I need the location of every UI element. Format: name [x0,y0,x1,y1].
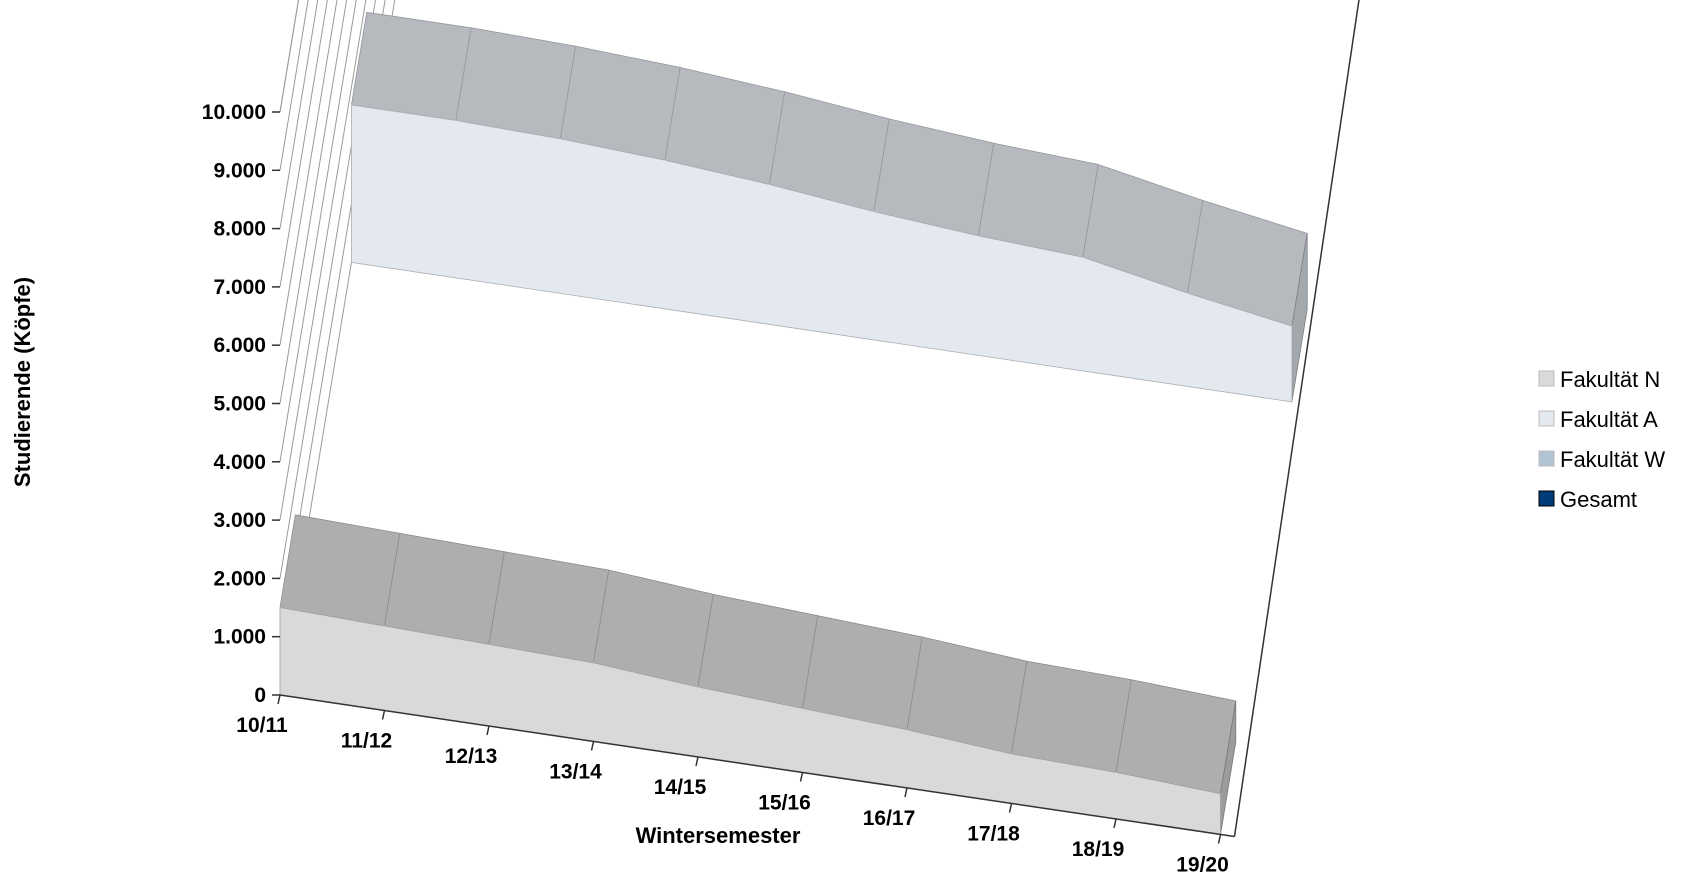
legend: Fakultät N Fakultät A Fakultät W Gesamt [1538,367,1665,512]
x-tick-label: 11/12 [341,730,392,753]
x-tick [486,725,490,736]
series-1 [279,514,1237,835]
series-layer [279,11,1308,835]
series-top-segment [455,27,577,140]
series-top-segment [488,551,610,664]
y-tick-label: 6.000 [213,334,266,357]
legend-label: Fakultät W [1560,447,1665,472]
data-point [350,104,352,106]
x-axis-line [279,694,1235,838]
data-point [664,159,666,161]
series-top-segment [384,532,505,645]
y-tick-label: 2.000 [213,567,266,590]
data-point [873,211,875,213]
y-tick-label: 9.000 [213,159,266,182]
x-tick-label: 13/14 [549,761,602,784]
legend-swatch [1538,450,1555,467]
x-tick [1113,818,1117,829]
x-axis-title: Wintersemester [636,823,801,848]
data-point [697,686,699,688]
data-point [768,184,770,185]
series-2 [350,11,1308,403]
data-point [1291,325,1293,327]
legend-label: Fakultät N [1560,367,1660,392]
legend-label: Gesamt [1560,487,1637,512]
y-tick-label: 10.000 [202,101,266,124]
x-tick-label: 18/19 [1072,838,1125,861]
data-point [802,707,803,709]
data-point [1115,771,1117,773]
x-tick [1217,834,1222,844]
data-point [593,662,594,664]
x-tick [695,756,699,767]
series-top-segment [1011,660,1132,773]
y-tick-label: 8.000 [213,218,266,241]
data-point [455,120,457,121]
x-tick-label: 19/20 [1176,854,1229,877]
series-top-segment [279,514,401,627]
y-tick-label: 7.000 [213,276,266,299]
x-tick-label: 17/18 [967,823,1020,846]
data-point [279,607,281,608]
x-tick [904,787,908,798]
data-point [1220,793,1221,795]
data-point [488,643,490,645]
series-top-segment [350,11,472,121]
x-tick [590,741,595,751]
data-point [977,235,979,237]
x-tick-label: 14/15 [654,776,707,799]
legend-swatch [1538,490,1555,507]
data-point [1011,753,1012,755]
x-tick [1008,803,1013,813]
data-point [906,729,908,731]
data-point [559,138,561,140]
legend-swatch [1538,410,1555,427]
y-tick-label: 3.000 [213,509,266,532]
x-tick-label: 12/13 [445,745,498,768]
x-tick-label: 15/16 [758,792,811,815]
y-tick-label: 5.000 [213,393,266,416]
data-point [384,625,385,627]
x-tick [381,710,386,720]
data-point [1082,256,1084,258]
axis-layer: 0 1.000 2.000 3.000 4.000 5.000 6.000 7.000 8.00… [202,0,1360,877]
y-tick-label: 1.000 [213,626,266,649]
legend-label: Fakultät A [1560,407,1658,432]
depth-axis-line [1233,0,1360,837]
y-tick-label: 4.000 [213,451,266,474]
legend-swatch [1538,370,1555,387]
x-tick-label: 10/11 [236,714,288,737]
x-tick [277,694,281,705]
x-tick [799,772,804,782]
y-tick-label: 0 [254,684,266,707]
data-point [1186,292,1188,294]
x-tick-label: 16/17 [863,807,916,830]
y-axis-title: Studierende (Köpfe) [10,277,35,487]
